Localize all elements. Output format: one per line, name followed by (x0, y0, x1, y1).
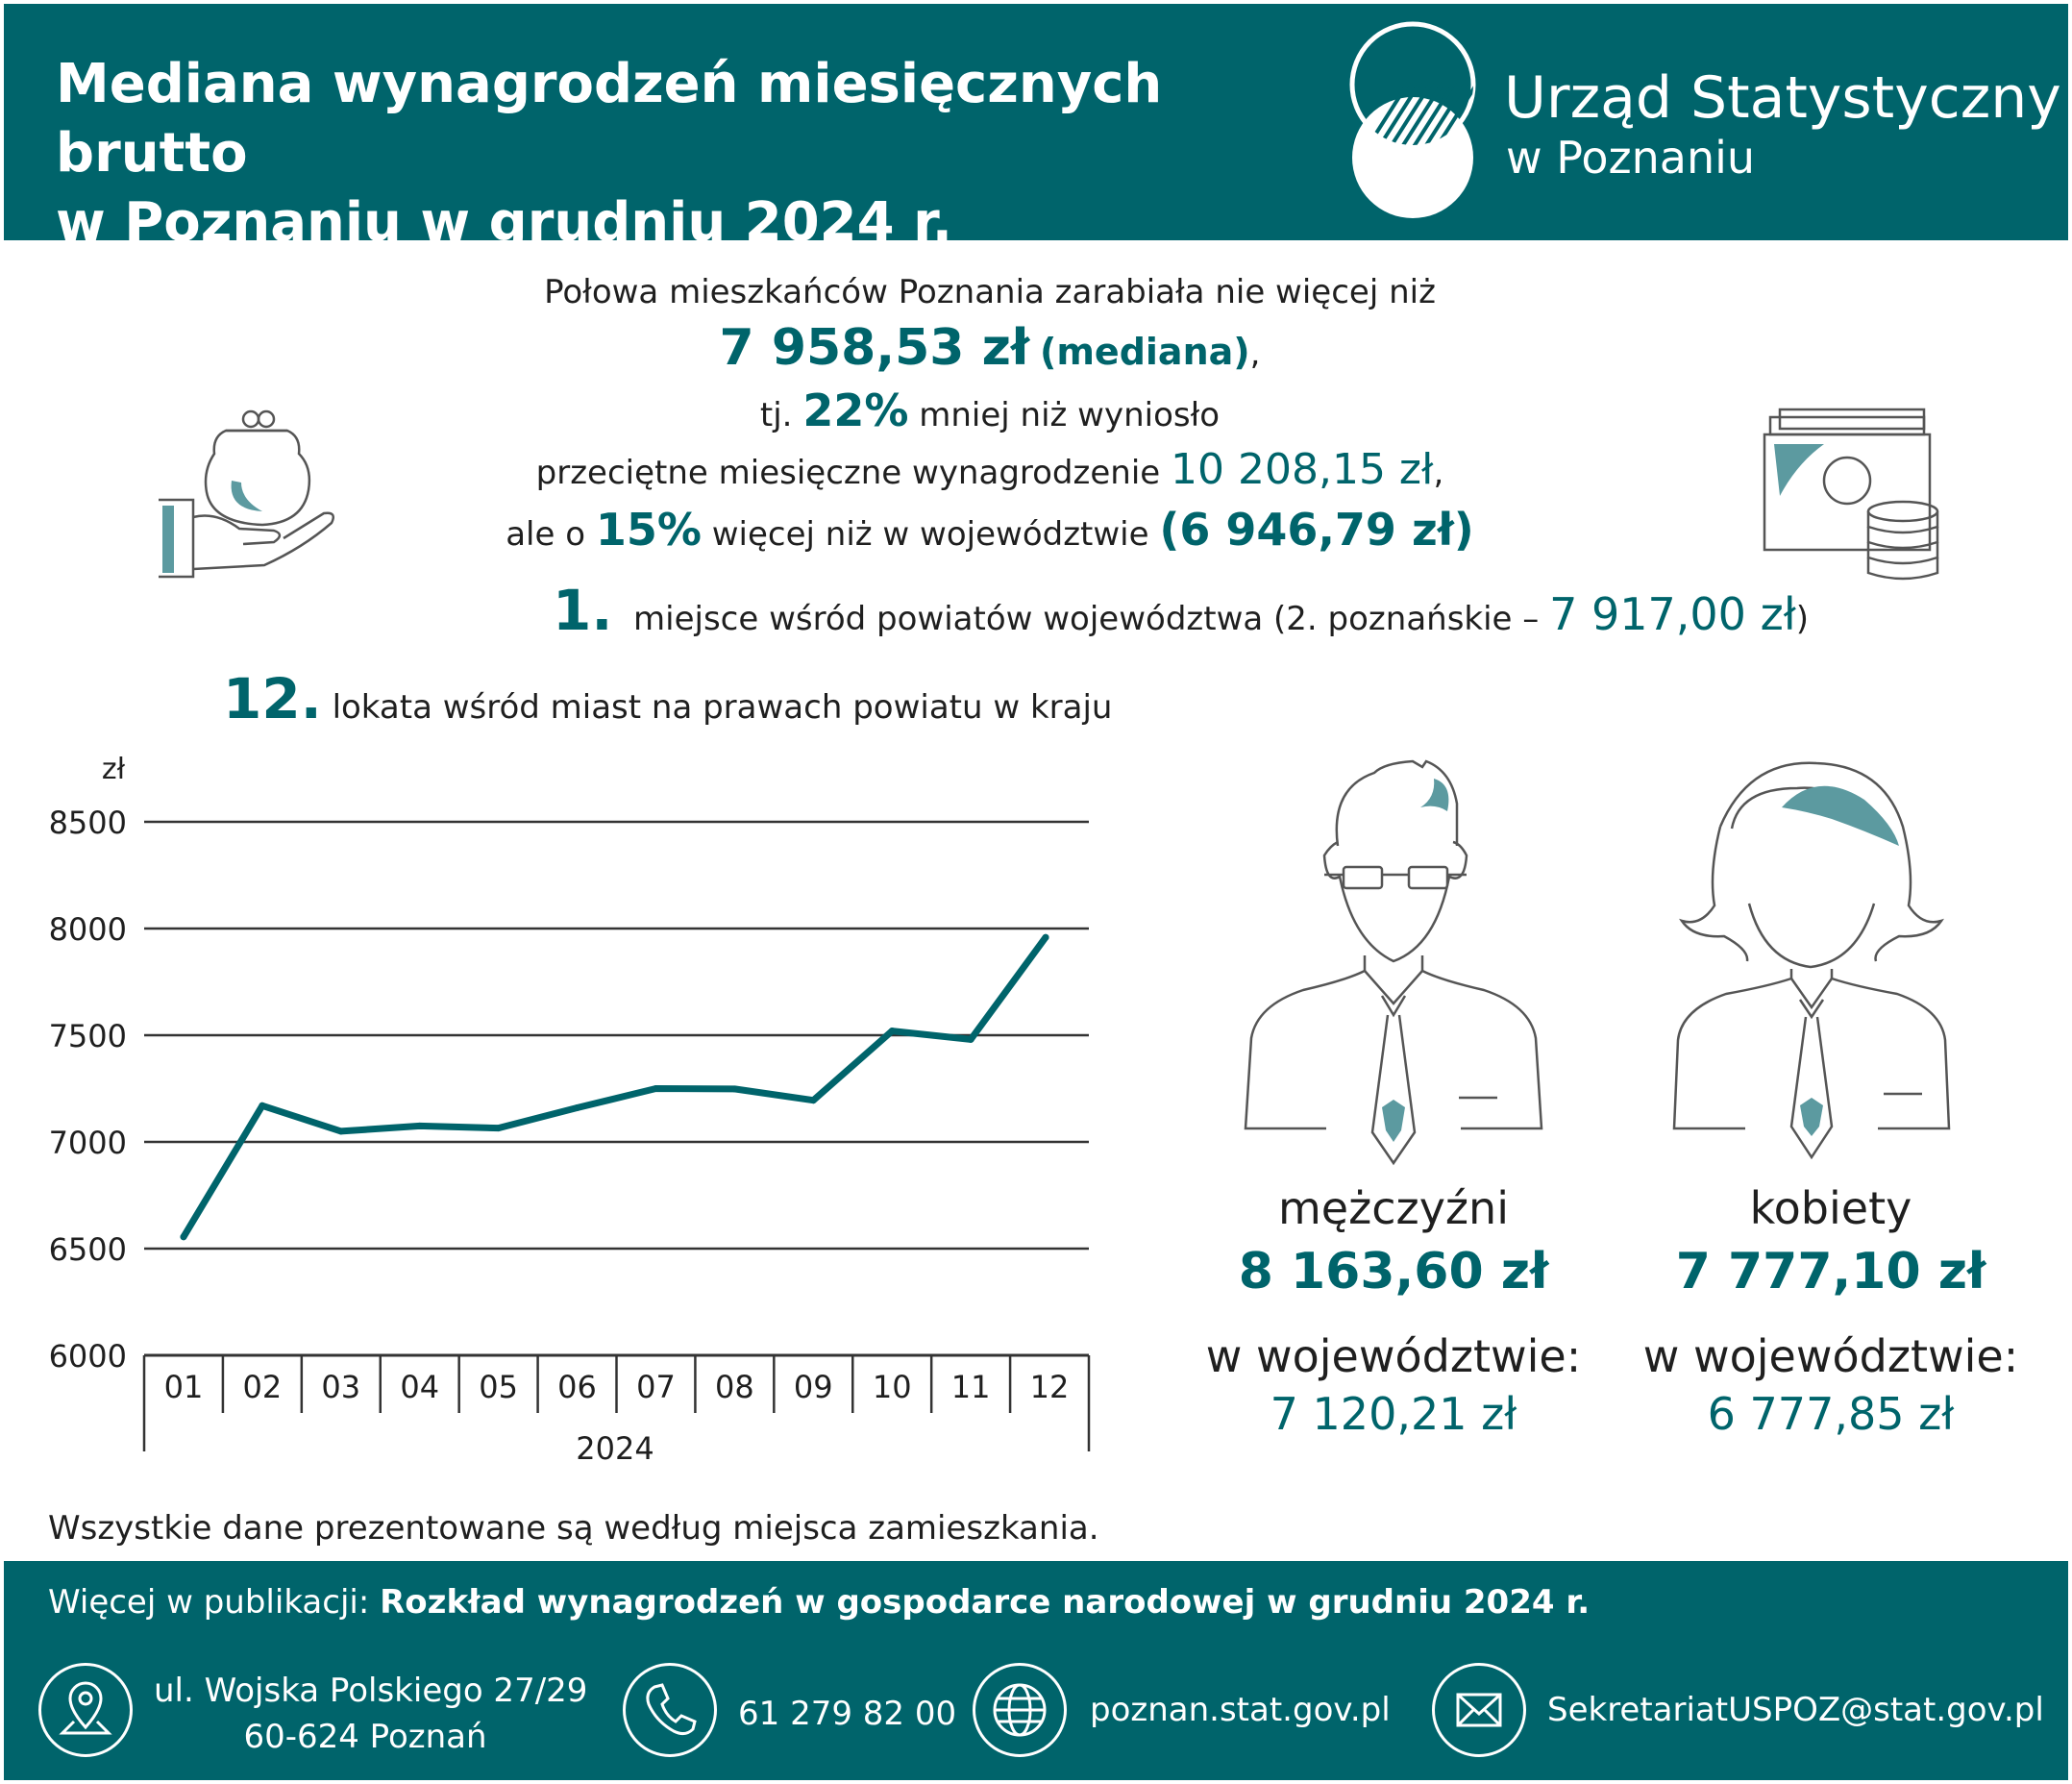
data-point-12 (1042, 933, 1049, 941)
summary-median: 7 958,53 zł (mediana), (288, 315, 1691, 386)
men-label: mężczyźni (1278, 1182, 1509, 1234)
x-tick-label-04: 04 (400, 1369, 439, 1405)
median-suffix: , (1249, 334, 1261, 373)
title-line-2: w Poznaniu w grudniu 2024 r. (56, 191, 952, 254)
data-point-06 (574, 1103, 581, 1111)
rank-cities-number: 12. (223, 666, 322, 731)
address-line-1: ul. Wojska Polskiego 27/29 (154, 1672, 588, 1710)
average-text: przeciętne miesięczne wynagrodzenie (535, 454, 1161, 492)
publication-prefix: Więcej w publikacji: (48, 1583, 370, 1622)
x-tick-label-08: 08 (715, 1369, 754, 1405)
rank-cities-text: lokata wśród miast na prawach powiatu w … (332, 688, 1113, 727)
rank-county-value: 7 917,00 zł (1549, 588, 1796, 640)
data-point-08 (730, 1085, 738, 1093)
map-pin-icon (38, 1663, 133, 1757)
data-point-09 (809, 1097, 817, 1104)
x-tick-label-07: 07 (636, 1369, 676, 1405)
average-value: 10 208,15 zł (1171, 445, 1434, 494)
x-axis-year-label: 2024 (576, 1430, 654, 1467)
women-label: kobiety (1749, 1182, 1912, 1234)
summary-less: tj. 22% mniej niż wyniosło (288, 383, 1691, 443)
y-axis-ticks: 6000 6500 7000 7500 8000 8500 (49, 805, 127, 1375)
men-regional-value: 7 120,21 zł (1270, 1388, 1517, 1440)
series-points (180, 933, 1049, 1241)
data-point-05 (495, 1125, 503, 1132)
footnote: Wszystkie dane prezentowane są według mi… (48, 1509, 1099, 1548)
regional-prefix: ale o (506, 515, 585, 554)
y-tick-label-6000: 6000 (49, 1338, 127, 1375)
rank-county-number: 1. (553, 578, 613, 643)
header-banner (4, 4, 2068, 240)
x-tick-label-05: 05 (479, 1369, 518, 1405)
address-line-2: 60-624 Poznań (243, 1718, 487, 1756)
less-text: mniej niż wyniosło (919, 396, 1221, 434)
women-regional-value: 6 777,85 zł (1707, 1388, 1955, 1440)
regional-value: (6 946,79 zł) (1159, 504, 1474, 556)
y-axis-unit-label: zł (102, 753, 126, 786)
men-value: 8 163,60 zł (1238, 1243, 1549, 1301)
phone-number[interactable]: 61 279 82 00 (738, 1695, 957, 1733)
men-regional-label: w województwie: (1205, 1330, 1582, 1382)
x-tick-label-11: 11 (951, 1369, 991, 1405)
page-title: Mediana wynagrodzeń miesięcznych brutto … (56, 50, 1305, 258)
phone-icon (623, 1663, 717, 1757)
summary-regional: ale o 15% więcej niż w województwie (6 9… (288, 500, 1691, 564)
x-axis: 01 02 03 04 05 06 07 08 09 10 11 12 (142, 1353, 1091, 1451)
rank-county-text: miejsce wśród powiatów województwa (2. p… (633, 600, 1540, 638)
publication-line: Więcej w publikacji: Rozkład wynagrodzeń… (48, 1576, 1590, 1628)
man-figure-icon (1244, 759, 1543, 1166)
publication-link[interactable]: Rozkład wynagrodzeń w gospodarce narodow… (380, 1583, 1591, 1622)
envelope-icon (1432, 1663, 1526, 1757)
email-link[interactable]: SekretariatUSPOZ@stat.gov.pl (1547, 1691, 2044, 1729)
median-line-chart: 6000 6500 7000 7500 8000 8500 zł 01 02 03 04 05 06… (49, 753, 1091, 1467)
y-tick-label-8000: 8000 (49, 911, 127, 948)
data-point-03 (337, 1127, 345, 1135)
data-point-10 (888, 1028, 896, 1035)
office-logo-icon (1349, 21, 1476, 218)
org-name: Urząd Statystyczny (1504, 64, 2061, 132)
banknote-and-coins-icon (1763, 408, 1939, 581)
title-line-1: Mediana wynagrodzeń miesięcznych brutto (56, 53, 1163, 185)
x-tick-label-03: 03 (321, 1369, 360, 1405)
people-illustration (1244, 759, 1951, 1166)
data-point-04 (416, 1122, 424, 1129)
less-percent: 22% (802, 384, 909, 436)
x-tick-label-06: 06 (557, 1369, 597, 1405)
series-line-median (180, 933, 1049, 1241)
x-tick-label-12: 12 (1030, 1369, 1070, 1405)
data-point-01 (180, 1233, 187, 1241)
summary-average: przeciętne miesięczne wynagrodzenie 10 2… (288, 442, 1691, 501)
less-prefix: tj. (759, 396, 793, 434)
rank-county-close: ) (1795, 600, 1810, 638)
y-tick-label-7000: 7000 (49, 1125, 127, 1161)
rank-cities: 12. lokata wśród miast na prawach powiat… (223, 665, 1112, 741)
x-tick-label-01: 01 (164, 1369, 204, 1405)
hand-with-purse-icon (159, 409, 334, 579)
data-point-11 (967, 1035, 974, 1043)
median-label: (mediana) (1039, 331, 1250, 373)
x-tick-label-09: 09 (794, 1369, 833, 1405)
y-tick-label-7500: 7500 (49, 1018, 127, 1054)
org-city: w Poznaniu (1506, 132, 1756, 184)
data-point-07 (652, 1085, 659, 1092)
average-suffix: , (1433, 454, 1444, 492)
x-tick-label-10: 10 (873, 1369, 912, 1405)
globe-icon (973, 1663, 1067, 1757)
women-value: 7 777,10 zł (1675, 1243, 1986, 1301)
y-tick-label-6500: 6500 (49, 1231, 127, 1268)
website-link[interactable]: poznan.stat.gov.pl (1090, 1691, 1391, 1729)
regional-text: więcej niż w województwie (711, 515, 1149, 554)
data-point-02 (259, 1102, 266, 1109)
x-tick-label-02: 02 (243, 1369, 283, 1405)
y-tick-label-8500: 8500 (49, 805, 127, 841)
rank-county: 1. miejsce wśród powiatów województwa (2… (553, 577, 1809, 653)
summary-intro: Połowa mieszkańców Poznania zarabiała ni… (544, 273, 1436, 311)
regional-percent: 15% (595, 504, 702, 556)
median-value: 7 958,53 zł (719, 319, 1030, 377)
women-regional-label: w województwie: (1642, 1330, 2019, 1382)
